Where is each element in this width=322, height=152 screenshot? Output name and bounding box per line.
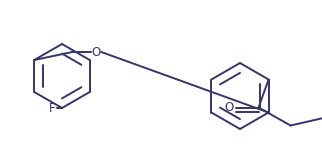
Text: O: O (224, 101, 233, 114)
Text: O: O (92, 45, 101, 59)
Text: F: F (49, 102, 55, 114)
